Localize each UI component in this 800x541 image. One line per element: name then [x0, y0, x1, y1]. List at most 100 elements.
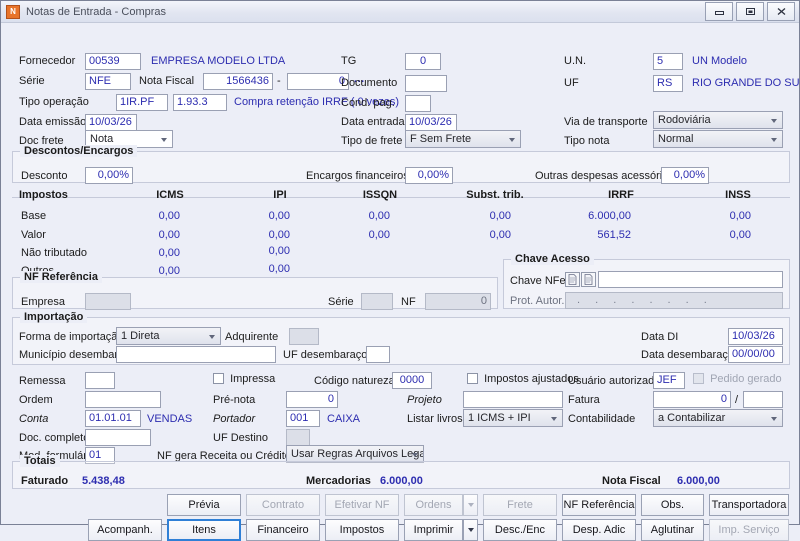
nf-referencia-caption: NF Referência: [20, 271, 102, 283]
tipo-nota-select[interactable]: Normal: [653, 130, 783, 148]
conta-input[interactable]: 01.01.01: [85, 410, 141, 427]
desc-enc-button[interactable]: Desc./Enc: [483, 519, 557, 541]
document-cce-icon[interactable]: [581, 272, 596, 287]
imprimir-button[interactable]: Imprimir: [404, 519, 463, 541]
close-icon[interactable]: [767, 2, 795, 21]
contabilidade-select[interactable]: a Contabilizar: [653, 409, 783, 427]
via-transporte-label: Via de transporte: [564, 116, 648, 128]
imprimir-dropdown-arrow-icon[interactable]: [463, 519, 478, 541]
via-transporte-select[interactable]: Rodoviária: [653, 111, 783, 129]
tipo-frete-select[interactable]: F Sem Frete: [405, 130, 521, 148]
impostos-cell: 0,00: [268, 245, 290, 257]
transportadora-button-label: Transportadora: [711, 499, 787, 511]
mercadorias-label: Mercadorias: [306, 475, 371, 487]
acompanh-button[interactable]: Acompanh.: [88, 519, 162, 541]
aglutinar-button-label: Aglutinar: [650, 524, 695, 536]
uf-code-input[interactable]: RS: [653, 75, 683, 92]
nf-gera-select[interactable]: Usar Regras Arquivos Legais: [286, 445, 424, 463]
encargos-financeiros-input[interactable]: 0,00%: [405, 167, 453, 184]
fatura-input-2[interactable]: [743, 391, 783, 408]
data-emissao-input[interactable]: 10/03/26: [85, 114, 137, 131]
maximize-icon[interactable]: [736, 2, 764, 21]
tg-input[interactable]: 0: [405, 53, 441, 70]
chave-nfe-input[interactable]: [598, 271, 783, 288]
tg-label: TG: [341, 55, 357, 67]
frete-button: Frete: [483, 494, 557, 516]
nota-fiscal-input[interactable]: 1566436: [203, 73, 273, 90]
nf-referencia-button[interactable]: NF Referência: [562, 494, 636, 516]
tipo-operacao-code2-input[interactable]: 1.93.3: [173, 94, 227, 111]
data-entrada-input[interactable]: 10/03/26: [405, 114, 457, 131]
impostos-cell: 0,00: [489, 229, 511, 241]
fornecedor-code-input[interactable]: 00539: [85, 53, 141, 70]
remessa-input[interactable]: [85, 372, 115, 389]
aglutinar-button[interactable]: Aglutinar: [641, 519, 704, 541]
documento-input[interactable]: [405, 75, 447, 92]
usuario-autorizado-input[interactable]: JEF: [653, 372, 685, 389]
previa-button[interactable]: Prévia: [167, 494, 241, 516]
pre-nota-input[interactable]: 0: [286, 391, 338, 408]
municipio-desembaraco-label: Município desembaraço: [19, 349, 136, 361]
data-desembaraco-input[interactable]: 00/00/00: [728, 346, 783, 363]
forma-importacao-select[interactable]: 1 Direta: [116, 327, 221, 345]
municipio-desembaraco-input[interactable]: [116, 346, 276, 363]
nf-ref-nf-input[interactable]: 0: [425, 293, 491, 310]
data-di-input[interactable]: 10/03/26: [728, 328, 783, 345]
tipo-nota-label: Tipo nota: [564, 135, 610, 147]
nf-gera-label: NF gera Receita ou Crédito: [157, 450, 291, 462]
chave-nfe-label: Chave NFe: [510, 275, 566, 287]
pedido-gerado-label: Pedido gerado: [710, 373, 782, 385]
tipo-operacao-desc: Compra retenção IRRF ( 0 vezes): [234, 96, 400, 108]
un-code-input[interactable]: 5: [653, 53, 683, 70]
nf-ref-empresa-input[interactable]: [85, 293, 131, 310]
impostos-col-subst-trib: Subst. trib.: [466, 189, 524, 201]
fatura-input[interactable]: 0: [653, 391, 731, 408]
obs-button[interactable]: Obs.: [641, 494, 704, 516]
previa-button-label: Prévia: [188, 499, 220, 511]
data-emissao-label: Data emissão: [19, 116, 87, 128]
projeto-input[interactable]: [463, 391, 563, 408]
impostos-cell: 0,00: [268, 210, 290, 222]
document-nfe-icon[interactable]: [565, 272, 580, 287]
pedido-gerado-check-box: [693, 373, 704, 384]
uf-destino-input[interactable]: [286, 429, 310, 446]
window-title: Notas de Entrada - Compras: [26, 5, 167, 18]
cond-pag-input[interactable]: [405, 95, 431, 112]
adquirente-input[interactable]: [289, 328, 319, 345]
impostos-ajustados-label: Impostos ajustados: [484, 373, 579, 385]
doc-frete-select[interactable]: Nota: [85, 130, 173, 148]
impostos-row-label: Valor: [21, 229, 46, 241]
impostos-cell: 0,00: [158, 247, 180, 259]
tipo-operacao-code-input[interactable]: 1IR.PF: [116, 94, 168, 111]
contabilidade-label: Contabilidade: [568, 413, 636, 425]
uf-desembaraco-input[interactable]: [366, 346, 390, 363]
impressa-checkbox[interactable]: Impressa: [213, 373, 275, 385]
nf-referencia-button-label: NF Referência: [563, 499, 635, 511]
doc-frete-label: Doc frete: [19, 135, 64, 147]
minimize-icon[interactable]: [705, 2, 733, 21]
itens-button[interactable]: Itens: [167, 519, 241, 541]
listar-livros-select[interactable]: 1 ICMS + IPI: [463, 409, 563, 427]
impostos-button[interactable]: Impostos: [325, 519, 399, 541]
impostos-ajustados-checkbox[interactable]: Impostos ajustados: [467, 373, 579, 385]
financeiro-button[interactable]: Financeiro: [246, 519, 320, 541]
portador-input[interactable]: 001: [286, 410, 320, 427]
doc-completo-input[interactable]: [85, 429, 151, 446]
outras-despesas-input[interactable]: 0,00%: [661, 167, 709, 184]
serie-input[interactable]: NFE: [85, 73, 131, 90]
nota-fiscal-ellipsis-button[interactable]: ...: [354, 73, 365, 85]
impostos-ajustados-check-box[interactable]: [467, 373, 478, 384]
nota-fiscal-label: Nota Fiscal: [139, 75, 195, 87]
desp-adic-button[interactable]: Desp. Adic: [562, 519, 636, 541]
mod-formulario-input[interactable]: 01: [85, 447, 115, 464]
nf-ref-serie-input[interactable]: [361, 293, 393, 310]
fornecedor-name: EMPRESA MODELO LTDA: [151, 55, 286, 67]
portador-label: Portador: [213, 413, 256, 425]
ordem-input[interactable]: [85, 391, 161, 408]
codigo-natureza-input[interactable]: 0000: [392, 372, 432, 389]
desconto-input[interactable]: 0,00%: [85, 167, 133, 184]
impressa-check-box[interactable]: [213, 373, 224, 384]
transportadora-button[interactable]: Transportadora: [709, 494, 789, 516]
impostos-cell: 0,00: [268, 263, 290, 275]
nota-fiscal-input-2[interactable]: 0: [287, 73, 349, 90]
